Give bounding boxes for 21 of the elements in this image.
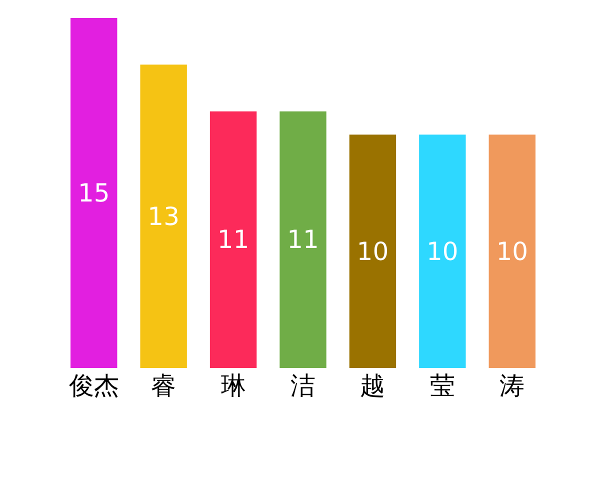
- data-label: 13: [148, 202, 180, 231]
- x-tick-label: 睿: [151, 371, 176, 400]
- data-label: 10: [426, 236, 458, 266]
- bar: [419, 134, 466, 368]
- data-label: 11: [287, 225, 319, 254]
- bar: [210, 111, 257, 368]
- bar: [70, 18, 118, 368]
- data-label: 11: [217, 225, 250, 254]
- x-tick-label: 洁: [290, 371, 316, 400]
- x-tick-label: 莹: [430, 371, 455, 400]
- x-tick-label: 越: [360, 371, 386, 400]
- data-label: 15: [78, 178, 110, 208]
- x-tick-label: 琳: [220, 371, 246, 400]
- data-label: 10: [356, 236, 389, 266]
- bar: [349, 134, 396, 368]
- x-tick-label: 俊杰: [68, 371, 119, 400]
- x-tick-label: 涛: [500, 371, 525, 400]
- data-label: 10: [496, 236, 528, 266]
- bar: [140, 64, 187, 368]
- bar: [488, 134, 536, 368]
- bar: [280, 111, 326, 368]
